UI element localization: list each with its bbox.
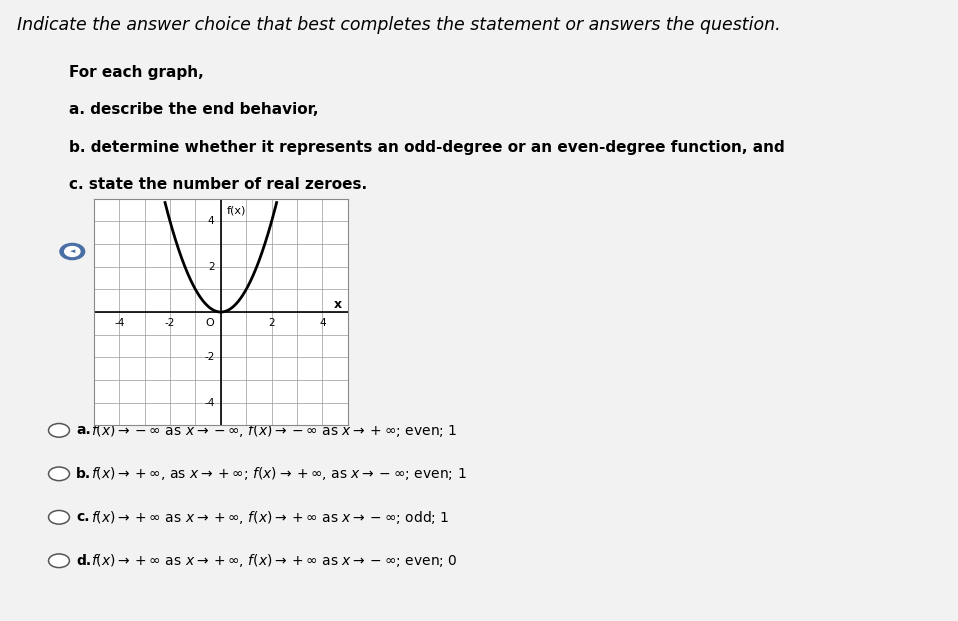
Circle shape	[49, 467, 69, 481]
Circle shape	[60, 243, 84, 260]
Text: 2: 2	[268, 318, 275, 328]
Text: f(x): f(x)	[226, 206, 246, 215]
Text: d.: d.	[76, 554, 91, 568]
Circle shape	[49, 424, 69, 437]
Text: O: O	[205, 319, 214, 329]
Text: $f(x) \rightarrow +\infty$, as $x \rightarrow +\infty$; $f(x) \rightarrow +\inft: $f(x) \rightarrow +\infty$, as $x \right…	[91, 465, 467, 483]
Text: $f(x) \rightarrow +\infty$ as $x \rightarrow +\infty$, $f(x) \rightarrow +\infty: $f(x) \rightarrow +\infty$ as $x \righta…	[91, 552, 458, 569]
Text: b.: b.	[76, 467, 91, 481]
Circle shape	[49, 554, 69, 568]
Text: x: x	[333, 297, 342, 310]
Text: a. describe the end behavior,: a. describe the end behavior,	[69, 102, 319, 117]
Text: c.: c.	[76, 510, 90, 524]
Text: For each graph,: For each graph,	[69, 65, 204, 80]
Text: $f(x) \rightarrow -\infty$ as $x \rightarrow -\infty$, $f(x) \rightarrow -\infty: $f(x) \rightarrow -\infty$ as $x \righta…	[91, 422, 458, 439]
Circle shape	[65, 247, 80, 256]
Text: -4: -4	[114, 318, 125, 328]
Text: 4: 4	[319, 318, 326, 328]
Text: ◄: ◄	[70, 248, 75, 254]
Text: b. determine whether it represents an odd-degree or an even-degree function, and: b. determine whether it represents an od…	[69, 140, 786, 155]
Text: 4: 4	[208, 216, 215, 227]
Text: 2: 2	[208, 261, 215, 272]
Text: $f(x) \rightarrow +\infty$ as $x \rightarrow +\infty$, $f(x) \rightarrow +\infty: $f(x) \rightarrow +\infty$ as $x \righta…	[91, 509, 450, 526]
Text: Indicate the answer choice that best completes the statement or answers the ques: Indicate the answer choice that best com…	[17, 16, 781, 34]
Text: -2: -2	[165, 318, 175, 328]
Text: c. state the number of real zeroes.: c. state the number of real zeroes.	[69, 177, 368, 192]
Text: -2: -2	[204, 352, 215, 363]
Circle shape	[49, 510, 69, 524]
Text: -4: -4	[204, 397, 215, 408]
Text: a.: a.	[76, 424, 91, 437]
